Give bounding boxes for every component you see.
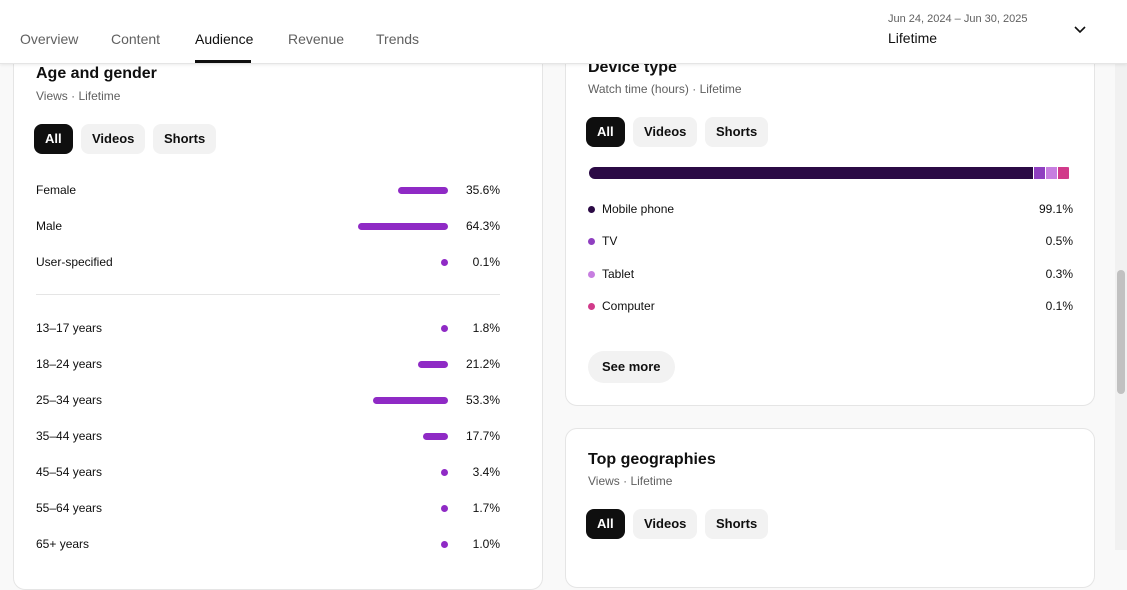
row-label: Male [36,219,63,233]
value-bar [357,223,448,230]
tab-revenue[interactable]: Revenue [288,31,345,47]
row-label: 18–24 years [36,357,103,371]
row-value: 35.6% [465,183,500,197]
legend-dot [588,302,595,310]
row-value: 17.7% [465,429,500,443]
filter-videos-chip[interactable]: Videos [633,509,698,539]
value-dot [441,325,448,332]
value-dot [441,505,448,512]
filter-all-chip[interactable]: All [34,124,73,154]
value-bar [373,397,448,404]
card-subtitle: Views · Lifetime [588,474,673,488]
row-value: 53.3% [465,393,500,407]
row-label: 13–17 years [36,321,103,335]
row-value: 21.2% [465,357,500,371]
legend-dot [588,206,595,213]
tab-trends[interactable]: Trends [376,31,420,47]
device-value: 99.1% [1038,202,1073,216]
card-title: Top geographies [588,451,716,468]
row-label: 55–64 years [36,501,103,515]
row-label: Female [36,183,77,197]
value-bar [423,433,448,440]
active-tab-indicator [195,60,251,63]
device-value: 0.3% [1045,266,1073,281]
age-gender-card: Age and gender Views · Lifetime All Vide… [13,30,543,590]
value-dot [441,259,448,266]
tab-audience[interactable]: Audience [195,31,254,47]
card-title: Age and gender [36,65,157,82]
filter-all-chip[interactable]: All [586,509,625,539]
card-subtitle: Watch time (hours) · Lifetime [588,82,742,96]
chevron-down-icon[interactable] [1074,26,1086,34]
device-stacked-bar [589,167,1073,179]
legend-dot [588,238,595,246]
device-segment [1058,167,1069,179]
legend-dot [588,270,595,278]
row-value: 0.1% [472,255,500,269]
device-segment [589,167,1033,179]
device-type-card: Device type Watch time (hours) · Lifetim… [565,30,1095,406]
value-bar [398,187,448,194]
value-dot [441,469,448,476]
date-range-text: Jun 24, 2024 – Jun 30, 2025 [888,13,1028,25]
value-dot [441,541,448,548]
filter-shorts-chip[interactable]: Shorts [153,124,217,154]
device-label: Mobile phone [602,202,675,216]
row-value: 1.8% [472,321,500,335]
row-label: 45–54 years [36,465,103,479]
device-label: Tablet [602,266,635,281]
filter-shorts-chip[interactable]: Shorts [705,117,769,147]
device-label: Computer [602,298,655,313]
row-value: 64.3% [465,219,500,233]
device-value: 0.5% [1045,234,1073,249]
top-nav-bar: Overview Content Audience Revenue Trends… [0,0,1127,64]
device-segment [1034,167,1045,179]
row-value: 1.7% [472,501,500,515]
filter-videos-chip[interactable]: Videos [81,124,146,154]
device-label: TV [602,234,618,249]
device-segment [1046,167,1057,179]
date-range-selector[interactable]: Jun 24, 2024 – Jun 30, 2025 Lifetime [888,10,1108,54]
see-more-button[interactable]: See more [588,351,675,383]
scrollbar-thumb[interactable] [1117,270,1125,394]
filter-videos-chip[interactable]: Videos [633,117,698,147]
tab-overview[interactable]: Overview [20,31,79,47]
row-value: 1.0% [472,537,500,551]
value-bar [418,361,448,368]
tab-content[interactable]: Content [111,31,161,47]
filter-shorts-chip[interactable]: Shorts [705,509,769,539]
top-geographies-card: Top geographies Views · Lifetime All Vid… [565,428,1095,588]
row-value: 3.4% [472,465,500,479]
row-label: 25–34 years [36,393,103,407]
section-divider [36,294,500,295]
row-label: 65+ years [36,537,90,551]
card-subtitle: Views · Lifetime [36,89,121,103]
filter-all-chip[interactable]: All [586,117,625,147]
row-label: User-specified [36,255,113,269]
device-value: 0.1% [1045,298,1073,313]
row-label: 35–44 years [36,429,103,443]
period-label: Lifetime [888,30,938,46]
